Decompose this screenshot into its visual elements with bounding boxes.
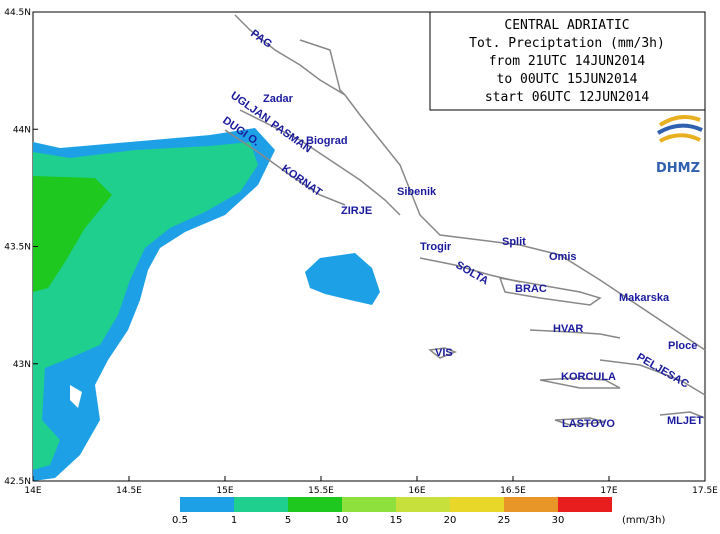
legend-label: 1 <box>231 515 237 526</box>
precipitation <box>33 128 380 481</box>
logo-text: DHMZ <box>656 161 700 176</box>
lon-tick-label: 17E <box>600 486 617 496</box>
title-box <box>429 11 706 111</box>
legend-label: 0.5 <box>172 515 188 526</box>
lon-tick-label: 16E <box>408 486 425 496</box>
lon-tick-label: 14E <box>24 486 41 496</box>
lat-tick-label: 42.5N <box>4 477 31 487</box>
title-line: to 00UTC 15JUN2014 <box>497 72 638 87</box>
title-line: start 06UTC 12JUN2014 <box>485 90 650 105</box>
place-label: ZIRJE <box>341 205 372 217</box>
place-label: Sibenik <box>397 186 437 198</box>
place-label: Omis <box>549 251 577 263</box>
lat-tick-label: 43.5N <box>4 243 31 253</box>
legend-label: 30 <box>552 515 565 526</box>
lat-tick-label: 44N <box>13 125 31 135</box>
legend-swatch <box>342 497 396 512</box>
legend-label: 10 <box>336 515 349 526</box>
place-label: Makarska <box>619 292 670 304</box>
legend-swatch <box>450 497 504 512</box>
title-line: CENTRAL ADRIATIC <box>504 18 629 33</box>
place-label: KORCULA <box>561 371 616 383</box>
title-line: Tot. Preciptation (mm/3h) <box>469 36 665 51</box>
legend-label: 15 <box>390 515 403 526</box>
place-label: Zadar <box>263 93 294 105</box>
lat-tick-label: 43N <box>13 360 31 370</box>
lon-tick-label: 15E <box>216 486 233 496</box>
legend-label: 25 <box>498 515 511 526</box>
lon-tick-label: 16.5E <box>500 486 526 496</box>
place-label: MLJET <box>667 415 703 427</box>
place-label: Trogir <box>420 241 452 253</box>
legend-swatch <box>504 497 558 512</box>
lat-tick-label: 44.5N <box>4 8 31 18</box>
legend-unit: (mm/3h) <box>622 515 665 526</box>
legend-swatch <box>396 497 450 512</box>
legend-swatch <box>180 497 234 512</box>
place-label: Ploce <box>668 340 697 352</box>
place-label: Split <box>502 236 526 248</box>
place-label: LASTOVO <box>562 418 615 430</box>
lon-tick-label: 14.5E <box>116 486 142 496</box>
logo-mark <box>656 114 703 143</box>
title-line: from 21UTC 14JUN2014 <box>489 54 646 69</box>
place-label: BRAC <box>515 283 547 295</box>
legend-label: 5 <box>285 515 291 526</box>
coastline <box>224 14 706 426</box>
legend-swatch <box>558 497 612 512</box>
lon-tick-label: 15.5E <box>308 486 334 496</box>
legend-label: 20 <box>444 515 457 526</box>
legend-swatch <box>288 497 342 512</box>
place-label: HVAR <box>553 323 583 335</box>
lon-tick-label: 17.5E <box>692 486 718 496</box>
place-label: Biograd <box>306 135 348 147</box>
place-label: VIS <box>435 347 453 359</box>
legend-swatch <box>234 497 288 512</box>
